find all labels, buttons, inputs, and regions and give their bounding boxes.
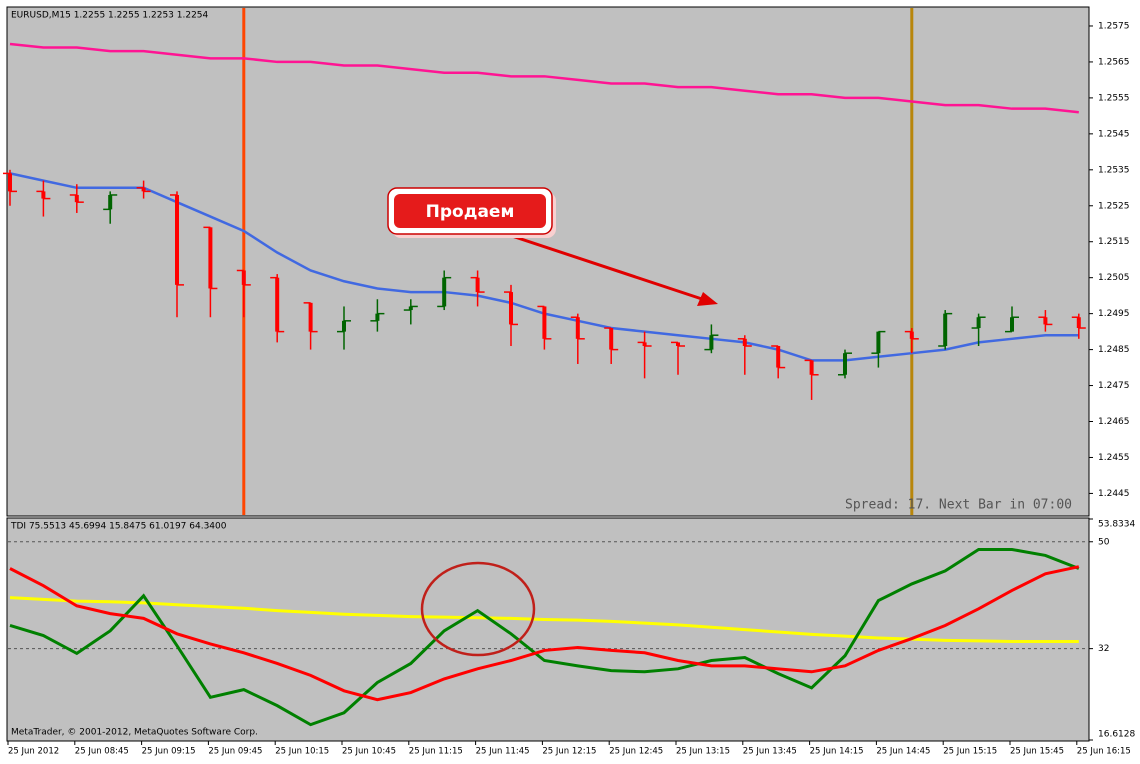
- y-tick-label: 16.6128: [1098, 730, 1135, 740]
- bar-body: [1076, 317, 1081, 329]
- annotation: Продаем: [426, 202, 515, 222]
- y-tick-label: 1.2575: [1098, 21, 1130, 31]
- indicator-line: [9, 547, 1080, 727]
- bar-body: [709, 335, 714, 350]
- y-tick-label: 1.2485: [1098, 345, 1130, 355]
- annotation-box: [394, 194, 546, 228]
- bar-body: [208, 227, 213, 289]
- indicator-line: [9, 565, 1080, 702]
- y-tick-label: 1.2455: [1098, 453, 1130, 463]
- x-tick-label: 25 Jun 15:15: [943, 747, 997, 757]
- y-tick-label: 50: [1098, 537, 1110, 547]
- y-tick-label: 32: [1098, 644, 1109, 654]
- bar-body: [74, 194, 79, 203]
- bar-body: [8, 173, 12, 192]
- bar-body: [141, 187, 146, 192]
- y-tick-label: 1.2465: [1098, 417, 1130, 427]
- bar-body: [776, 346, 781, 368]
- x-tick-label: 25 Jun 15:45: [1010, 747, 1064, 757]
- x-tick-label: 25 Jun 10:15: [275, 747, 329, 757]
- bar-body: [876, 331, 881, 354]
- y-tick-label: 1.2495: [1098, 309, 1130, 319]
- tdi-header: TDI 75.5513 45.6994 15.8475 61.0197 64.3…: [10, 522, 227, 532]
- bar-body: [41, 191, 46, 199]
- arrow: [499, 230, 706, 302]
- x-tick-label: 25 Jun 14:45: [876, 747, 930, 757]
- bar-body: [1010, 317, 1014, 332]
- x-tick-label: 25 Jun 13:45: [743, 747, 797, 757]
- copyright: MetaTrader, © 2001-2012, MetaQuotes Soft…: [11, 728, 258, 738]
- bar-body: [1043, 317, 1048, 325]
- bar-body: [609, 328, 614, 350]
- price-panel: [6, 6, 1090, 517]
- indicator-line: [9, 42, 1079, 114]
- bar-body: [509, 292, 513, 325]
- bar-body: [943, 313, 948, 346]
- x-tick-label: 25 Jun 12:15: [542, 747, 596, 757]
- bar-body: [909, 331, 914, 339]
- y-tick-label: 1.2475: [1098, 381, 1130, 391]
- price-plot: [3, 8, 1086, 515]
- x-tick-label: 25 Jun 12:45: [609, 747, 663, 757]
- y-tick-label: 1.2445: [1098, 489, 1130, 499]
- bar-body: [843, 353, 847, 375]
- y-tick-label: 1.2525: [1098, 201, 1130, 211]
- x-tick-label: 25 Jun 09:15: [142, 747, 196, 757]
- bar-body: [575, 317, 580, 339]
- tdi-plot: [8, 541, 1088, 727]
- bar-body: [809, 360, 814, 375]
- highlight-ellipse: [420, 561, 536, 657]
- bar-body: [308, 302, 313, 332]
- bar-body: [676, 342, 680, 346]
- bar-body: [475, 277, 480, 293]
- bar-body: [542, 306, 547, 339]
- x-tick-label: 25 Jun 14:15: [810, 747, 864, 757]
- arrow-head: [697, 292, 718, 306]
- y-tick-label: 1.2535: [1098, 165, 1130, 175]
- x-tick-label: 25 Jun 11:45: [476, 747, 530, 757]
- y-tick-label: 1.2505: [1098, 273, 1130, 283]
- x-tick-label: 25 Jun 11:15: [409, 747, 463, 757]
- y-tick-label: 53.8334: [1098, 520, 1135, 530]
- y-tick-label: 1.2555: [1098, 93, 1130, 103]
- x-tick-label: 25 Jun 10:45: [342, 747, 396, 757]
- bar-body: [342, 320, 346, 332]
- x-tick-label: 25 Jun 08:45: [75, 747, 129, 757]
- x-tick-label: 25 Jun 16:15: [1077, 747, 1131, 757]
- bar-body: [375, 313, 380, 321]
- bar-body: [442, 277, 447, 307]
- bar-body: [241, 270, 246, 285]
- spread-status: Spread: 17. Next Bar in 07:00: [845, 498, 1072, 513]
- bar-body: [408, 306, 413, 311]
- symbol-header: EURUSD,M15 1.2255 1.2255 1.2253 1.2254: [11, 11, 209, 21]
- x-tick-label: 25 Jun 13:15: [676, 747, 730, 757]
- bar-body: [976, 317, 981, 329]
- bar-body: [175, 194, 179, 285]
- y-tick-label: 1.2565: [1098, 57, 1130, 67]
- bar-body: [275, 277, 280, 332]
- x-tick-label: 25 Jun 2012: [8, 747, 59, 757]
- x-tick-label: 25 Jun 09:45: [208, 747, 262, 757]
- indicator-line: [9, 596, 1079, 644]
- y-tick-label: 1.2515: [1098, 237, 1130, 247]
- bar-body: [108, 194, 113, 210]
- y-tick-label: 1.2545: [1098, 129, 1130, 139]
- bar-body: [742, 338, 747, 346]
- tdi-panel: [6, 517, 1090, 742]
- bar-body: [642, 342, 647, 346]
